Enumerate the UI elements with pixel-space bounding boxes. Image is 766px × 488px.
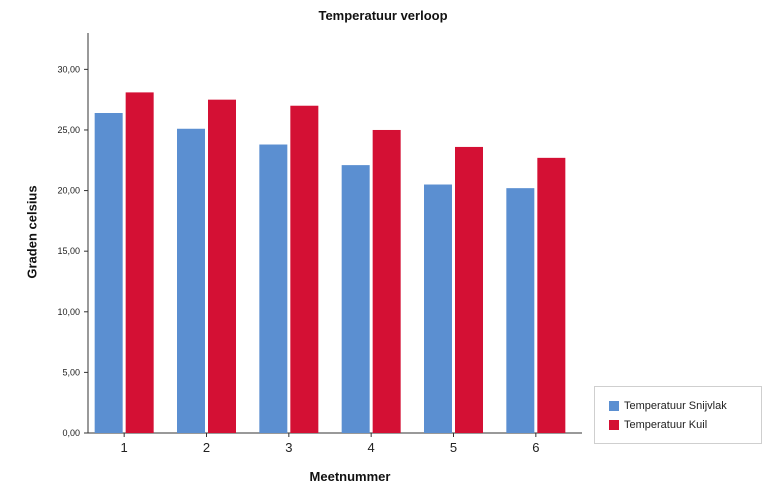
- y-axis-label: Graden celsius: [24, 185, 40, 279]
- bar-kuil-5: [455, 146, 483, 433]
- y-tick-label: 15,00: [57, 246, 80, 256]
- x-axis-label: Meetnummer: [309, 469, 391, 484]
- bar-kuil-3: [290, 105, 319, 434]
- x-tick-label: 1: [121, 440, 128, 455]
- bar-snijvlak-2: [177, 128, 205, 433]
- x-tick-label: 3: [285, 440, 292, 455]
- x-tick-label: 4: [368, 440, 375, 455]
- bar-snijvlak-1: [94, 113, 123, 433]
- bar-kuil-2: [208, 99, 236, 434]
- bar-kuil-4: [372, 129, 401, 433]
- legend: Temperatuur Snijvlak Temperatuur Kuil: [594, 386, 762, 444]
- bar-snijvlak-3: [259, 144, 288, 434]
- legend-item-snijvlak: Temperatuur Snijvlak: [609, 400, 727, 412]
- legend-label-snijvlak: Temperatuur Snijvlak: [624, 400, 727, 412]
- y-tick-label: 10,00: [57, 307, 80, 317]
- bar-kuil-1: [125, 92, 154, 434]
- bar-snijvlak-5: [424, 184, 452, 433]
- legend-swatch-kuil: [609, 420, 619, 430]
- x-tick-label: 5: [450, 440, 457, 455]
- chart-title: Temperatuur verloop: [318, 8, 448, 23]
- x-tick-label: 2: [203, 440, 210, 455]
- legend-item-kuil: Temperatuur Kuil: [609, 419, 707, 431]
- bar-snijvlak-6: [506, 188, 535, 433]
- bar-snijvlak-4: [341, 165, 370, 433]
- y-tick-label: 0,00: [62, 428, 80, 438]
- legend-label-kuil: Temperatuur Kuil: [624, 419, 708, 431]
- bar-kuil-6: [537, 157, 566, 433]
- y-tick-label: 20,00: [57, 186, 80, 196]
- x-tick-label: 6: [532, 440, 539, 455]
- y-tick-label: 25,00: [57, 125, 80, 135]
- y-tick-label: 5,00: [62, 367, 80, 377]
- y-tick-label: 30,00: [57, 64, 80, 74]
- legend-swatch-snijvlak: [609, 401, 619, 411]
